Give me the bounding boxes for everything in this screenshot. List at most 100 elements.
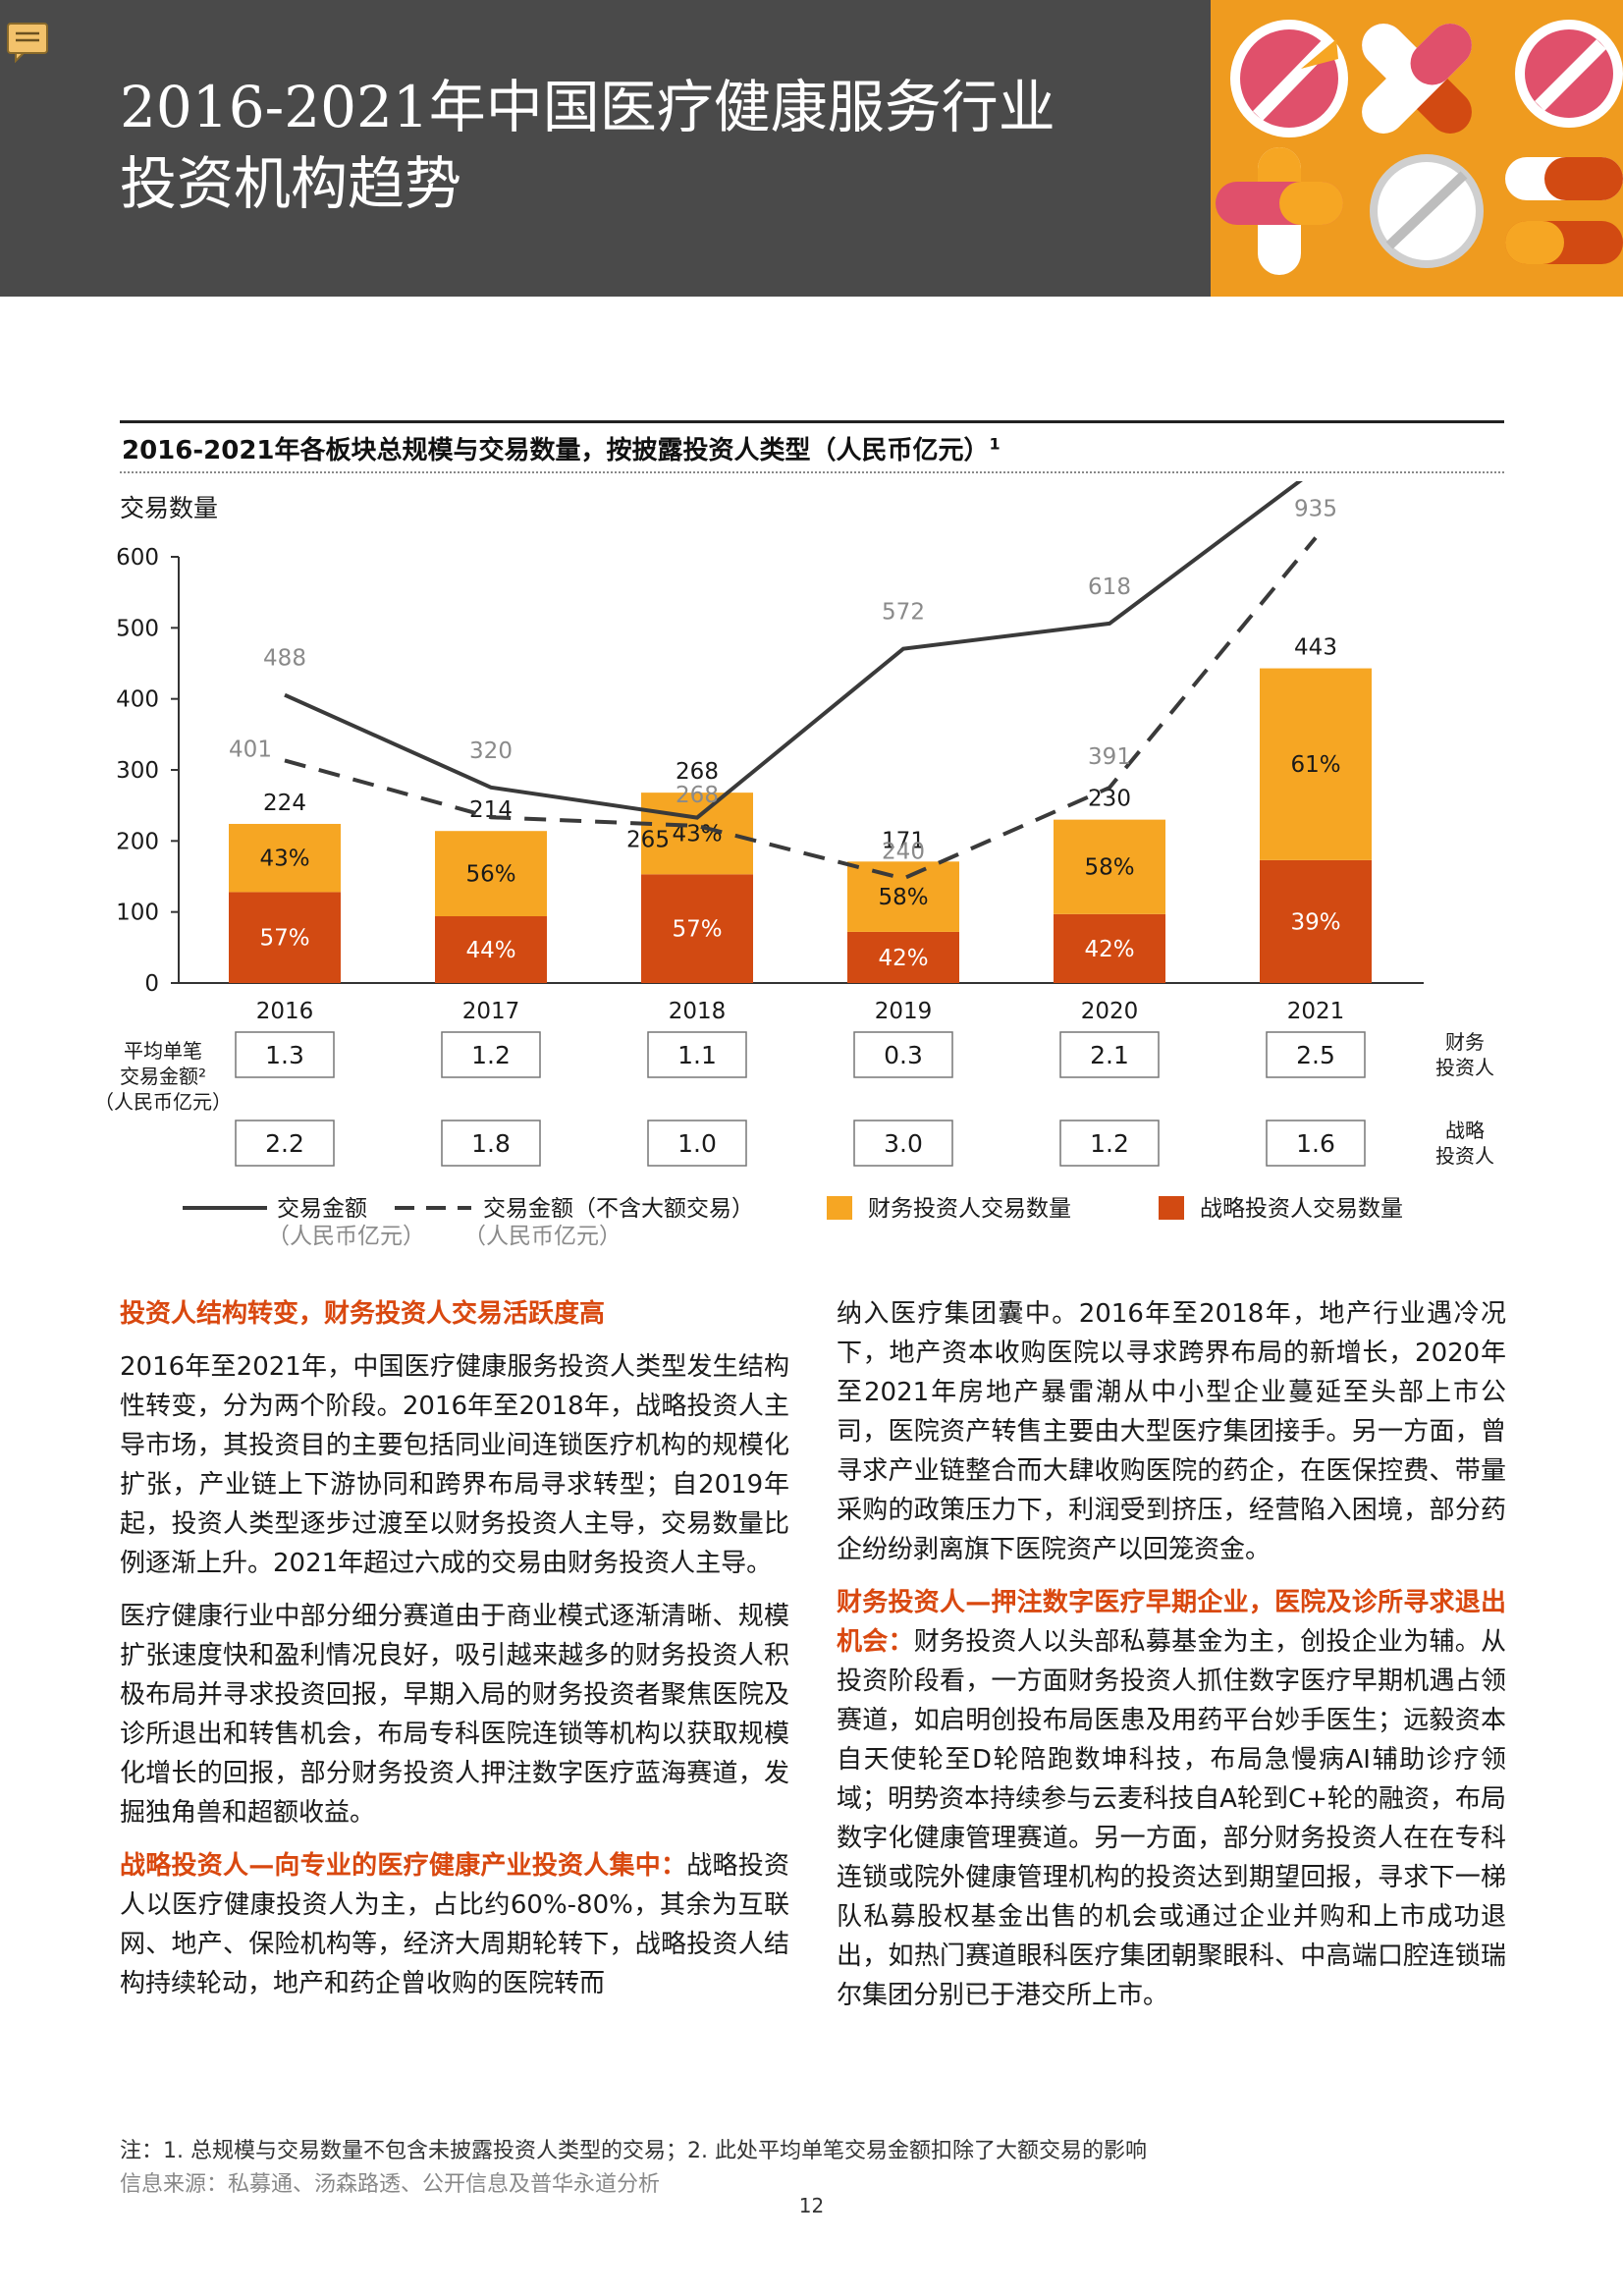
bar-financial (641, 793, 753, 875)
y-tick-label: 0 (144, 971, 159, 997)
line-label-amount: 320 (469, 738, 513, 764)
x-tick-label: 2016 (256, 999, 314, 1024)
legend-swatch-strategic (1159, 1196, 1184, 1220)
legend-unit-solid: （人民币亿元） (267, 1224, 425, 1249)
bar-strategic (435, 916, 547, 983)
avg-box-financial (1059, 1031, 1160, 1078)
avg-value-strategic: 1.8 (471, 1129, 511, 1158)
row-label-financial: 财务 (1445, 1030, 1485, 1054)
bar-financial (1054, 819, 1165, 914)
legend-label-strategic: 战略投资人交易数量 (1200, 1196, 1403, 1222)
x-tick-label: 2020 (1081, 999, 1139, 1024)
page-title-line2: 投资机构趋势 (120, 150, 462, 217)
bar-financial (1260, 668, 1372, 860)
y-tick-label: 600 (116, 545, 159, 571)
section-heading-strategic-investors: 战略投资人—向专业的医疗健康产业投资人集中： (120, 1851, 687, 1881)
bar-financial (229, 823, 341, 893)
avg-value-strategic: 1.0 (677, 1129, 717, 1158)
section-heading-financial-investors: 财务投资人—押注数字医疗早期企业，医院及诊所寻求退出机会： (837, 1588, 1506, 1657)
line-label-amount-excl-large: 240 (882, 840, 925, 865)
avg-box-strategic (235, 1120, 335, 1167)
row-label-financial: 投资人 (1435, 1056, 1494, 1079)
line-transaction-amount-excl-large (284, 536, 1318, 881)
pills-illustration (1211, 0, 1623, 297)
bar-pct-label-financial: 58% (878, 885, 928, 910)
bar-pct-label-strategic: 39% (1290, 909, 1340, 935)
bar-pct-label-strategic: 42% (1084, 937, 1134, 962)
avg-box-financial (647, 1031, 747, 1078)
line-transaction-amount (284, 481, 1303, 820)
line-label-amount: 265 (626, 828, 670, 853)
legend-label-dashed: 交易金额（不含大额交易） (483, 1196, 754, 1222)
avg-box-strategic (1266, 1120, 1366, 1167)
y-tick-label: 100 (116, 901, 159, 926)
bar-strategic (847, 931, 959, 983)
paragraph: 战略投资人—向专业的医疗健康产业投资人集中：战略投资人以医疗健康投资人为主，占比… (120, 1846, 789, 2003)
page-number: 12 (798, 2194, 825, 2217)
line-label-amount: 618 (1088, 574, 1131, 600)
chart-title-footnote-mark: 1 (989, 434, 1001, 454)
paragraph: 纳入医疗集团囊中。2016年至2018年，地产行业遇冷况下，地产资本收购医院以寻… (837, 1299, 1506, 1564)
avg-box-strategic (1059, 1120, 1160, 1167)
avg-value-strategic: 1.2 (1090, 1129, 1129, 1158)
paragraph: 医疗健康行业中部分细分赛道由于商业模式逐渐清晰、规模扩张速度快和盈利情况良好，吸… (120, 1602, 789, 1828)
bar-pct-label-financial: 43% (259, 847, 309, 872)
bar-financial (435, 831, 547, 917)
footnote: 注：1. 总规模与交易数量不包含未披露投资人类型的交易；2. 此处平均单笔交易金… (120, 2139, 1147, 2163)
bar-strategic (1260, 859, 1372, 983)
source-note: 信息来源：私募通、汤森路透、公开信息及普华永道分析 (120, 2172, 661, 2197)
x-tick-label: 2018 (669, 999, 727, 1024)
avg-value-financial: 1.3 (265, 1041, 304, 1069)
page-title-line1: 2016-2021年中国医疗健康服务行业 (120, 74, 1055, 140)
bar-total-label: 443 (1294, 635, 1337, 661)
y-tick-label: 300 (116, 758, 159, 784)
y-tick-label: 400 (116, 687, 159, 713)
avg-amount-label: 平均单笔 (124, 1039, 202, 1063)
bar-total-label: 224 (263, 791, 306, 816)
text-column-right: 纳入医疗集团囊中。2016年至2018年，地产行业遇冷况下，地产资本收购医院以寻… (837, 1294, 1506, 2029)
row-label-strategic: 战略 (1445, 1119, 1485, 1142)
text-column-left: 投资人结构转变，财务投资人交易活跃度高 2016年至2021年，中国医疗健康服务… (120, 1294, 789, 2017)
bar-pct-label-strategic: 57% (259, 926, 309, 952)
bar-pct-label-financial: 56% (465, 862, 515, 888)
avg-box-financial (235, 1031, 335, 1078)
comment-icon[interactable] (6, 22, 51, 63)
x-tick-label: 2019 (875, 999, 933, 1024)
bar-strategic (1054, 913, 1165, 983)
bar-pct-label-strategic: 57% (672, 917, 722, 943)
avg-value-financial: 0.3 (884, 1041, 923, 1069)
bar-line-chart: 交易数量 0 100 200 300 400 500 600 57% 43% 224 2016 44% 5… (98, 481, 1494, 1249)
paragraph-text: 财务投资人以头部私募基金为主，创投企业为辅。从投资阶段看，一方面财务投资人抓住数… (837, 1627, 1506, 2010)
avg-amount-label: （人民币亿元） (98, 1090, 232, 1114)
paragraph-text: 战略投资人以医疗健康投资人为主，占比约60%-80%，其余为互联网、地产、保险机… (120, 1851, 789, 1998)
avg-value-financial: 2.5 (1296, 1041, 1335, 1069)
chart-title-rule (120, 471, 1504, 473)
y-tick-label: 500 (116, 616, 159, 641)
avg-amount-label: 交易金额² (120, 1065, 206, 1088)
avg-box-strategic (441, 1120, 541, 1167)
chart-top-rule (120, 420, 1504, 423)
bar-strategic (641, 874, 753, 983)
avg-box-strategic (853, 1120, 953, 1167)
bar-total-label: 268 (676, 759, 719, 785)
bar-strategic (229, 892, 341, 983)
avg-box-financial (441, 1031, 541, 1078)
chart-title-text: 2016-2021年各板块总规模与交易数量，按披露投资人类型（人民币亿元） (122, 436, 990, 465)
legend-unit-dashed: （人民币亿元） (463, 1224, 622, 1249)
bar-pct-label-financial: 61% (1290, 752, 1340, 778)
y-tick-label: 200 (116, 829, 159, 854)
bar-pct-label-strategic: 44% (465, 938, 515, 963)
avg-box-strategic (647, 1120, 747, 1167)
avg-value-strategic: 1.6 (1296, 1129, 1335, 1158)
line-label-amount-excl-large: 268 (676, 783, 719, 808)
avg-value-financial: 1.2 (471, 1041, 511, 1069)
bar-pct-label-strategic: 42% (878, 946, 928, 971)
legend-label-solid: 交易金额 (277, 1196, 367, 1222)
line-label-amount: 572 (882, 600, 925, 626)
bar-total-label: 230 (1088, 787, 1131, 812)
line-label-amount: 488 (263, 646, 306, 672)
line-label-amount-excl-large: 401 (229, 737, 272, 762)
avg-value-strategic: 3.0 (884, 1129, 923, 1158)
x-tick-label: 2017 (462, 999, 520, 1024)
avg-value-strategic: 2.2 (265, 1129, 304, 1158)
